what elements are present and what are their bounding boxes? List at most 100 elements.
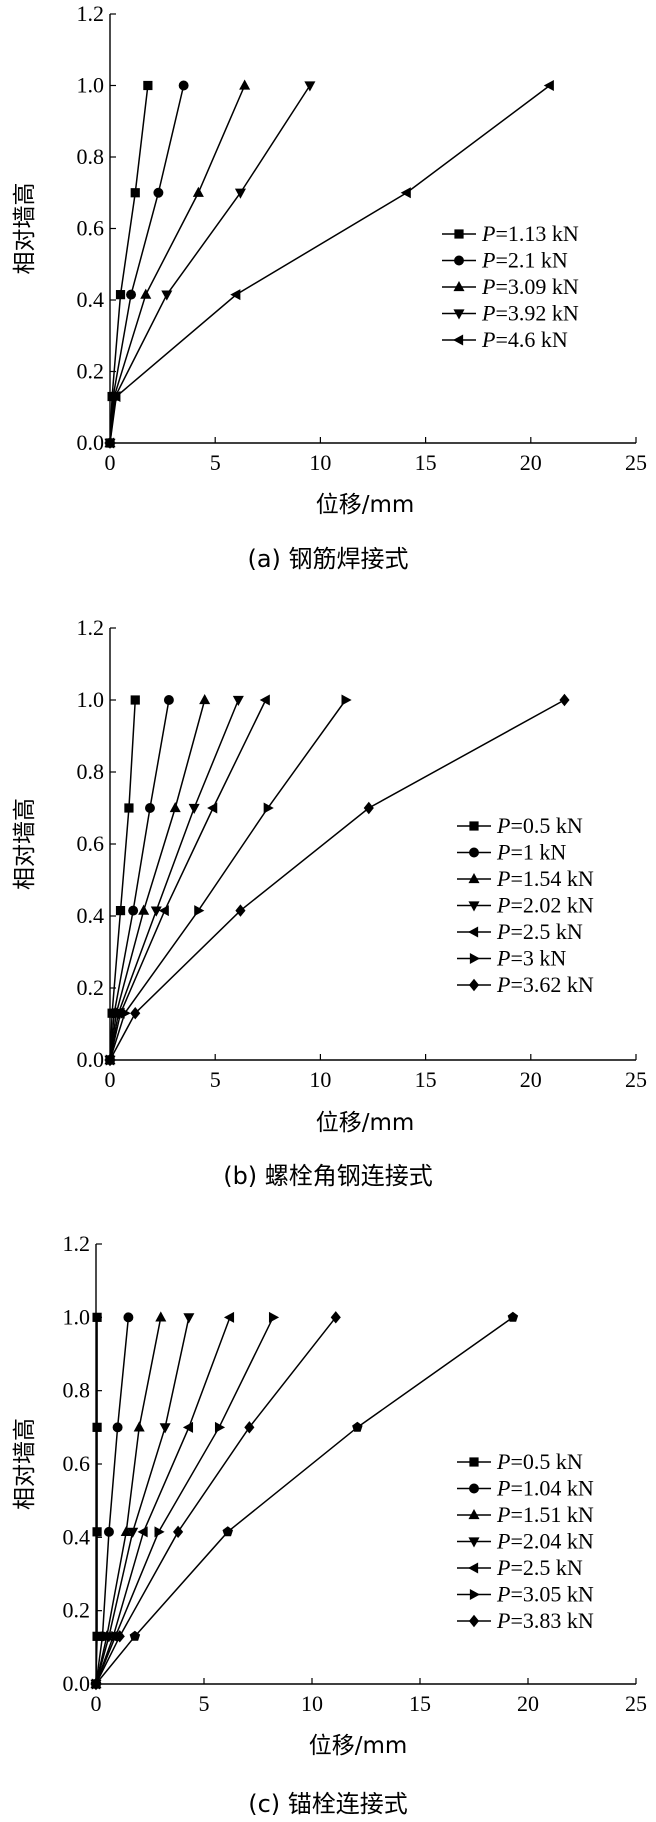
y-tick-label: 0.6 <box>63 1451 91 1476</box>
data-point <box>123 1312 134 1323</box>
data-point <box>150 906 162 917</box>
data-point <box>115 906 126 916</box>
data-point <box>140 288 152 299</box>
y-tick-label: 0.2 <box>63 1598 91 1623</box>
x-tick-label: 25 <box>625 1067 647 1092</box>
series-line <box>95 1317 231 1685</box>
data-point <box>178 80 189 91</box>
y-tick-label: 1.2 <box>77 1 105 26</box>
series-4 <box>90 1313 195 1690</box>
x-axis-label: 位移/mm <box>316 492 415 518</box>
data-point <box>155 1311 167 1322</box>
data-point <box>138 904 150 915</box>
series-8 <box>90 1311 519 1689</box>
series-line <box>109 699 347 1061</box>
series-5 <box>104 694 270 1066</box>
legend-label: P=3.05 kN <box>496 1582 594 1607</box>
data-point <box>199 694 211 705</box>
x-tick-label: 25 <box>625 1691 647 1716</box>
data-point <box>120 1525 132 1536</box>
x-tick-label: 10 <box>309 450 331 475</box>
legend-label: P=1.13 kN <box>481 221 579 246</box>
y-tick-label: 1.0 <box>77 73 105 98</box>
data-point <box>133 1421 145 1432</box>
y-tick-label: 0.4 <box>77 287 105 312</box>
x-tick-label: 0 <box>105 450 116 475</box>
legend-marker <box>468 1562 479 1574</box>
legend-marker <box>469 1588 480 1601</box>
data-point <box>223 1311 235 1323</box>
legend-label: P=2.1 kN <box>481 248 568 273</box>
series-line <box>109 85 311 444</box>
data-point <box>183 1313 195 1324</box>
legend-marker <box>454 255 464 266</box>
data-point <box>234 188 246 199</box>
legend-label: P=3.83 kN <box>496 1608 594 1633</box>
data-point <box>268 1311 280 1323</box>
y-tick-label: 1.0 <box>77 687 105 712</box>
legend-marker <box>468 926 479 938</box>
data-point <box>207 802 218 814</box>
data-point <box>182 1421 194 1433</box>
legend-marker <box>469 847 479 858</box>
y-tick-label: 0.0 <box>77 430 105 455</box>
x-tick-label: 5 <box>210 450 221 475</box>
y-tick-label: 0.4 <box>77 903 105 928</box>
y-tick-label: 0.4 <box>63 1524 91 1549</box>
y-tick-label: 0.2 <box>77 359 105 384</box>
x-tick-label: 20 <box>520 1067 542 1092</box>
legend: P=1.13 kNP=2.1 kNP=3.09 kNP=3.92 kNP=4.6… <box>442 221 579 352</box>
data-point <box>110 391 121 403</box>
x-tick-label: 5 <box>199 1691 210 1716</box>
data-point <box>363 801 374 815</box>
series-3 <box>104 79 251 448</box>
y-axis-label: 相对墙高 <box>12 1418 38 1510</box>
data-point <box>103 1526 114 1537</box>
data-point <box>239 79 251 90</box>
panel-caption: (b) 螺栓角钢连接式 <box>223 1162 433 1190</box>
series-line <box>95 1317 162 1685</box>
series-5 <box>104 79 554 449</box>
data-point <box>507 1311 519 1322</box>
y-tick-label: 0.6 <box>77 216 105 241</box>
data-point <box>161 290 173 301</box>
x-tick-label: 25 <box>625 450 647 475</box>
y-tick-label: 0.8 <box>77 759 105 784</box>
x-axis-label: 位移/mm <box>309 1733 408 1759</box>
x-tick-label: 0 <box>105 1067 116 1092</box>
chart-panel-1: 0 5 10 15 20 25 0.0 0.2 0.4 0.6 0.8 1.0 1.2 位移/mm 相对墙高… <box>12 1 647 573</box>
y-tick-label: 0.8 <box>63 1378 91 1403</box>
data-point <box>143 80 153 91</box>
legend-label: P=2.04 kN <box>496 1529 594 1554</box>
data-point <box>92 1312 102 1322</box>
legend-marker <box>468 978 480 992</box>
data-point <box>230 289 241 301</box>
data-point <box>192 186 204 197</box>
y-tick-label: 1.2 <box>63 1231 91 1256</box>
x-tick-label: 20 <box>517 1691 539 1716</box>
legend-marker <box>468 1537 480 1548</box>
data-point <box>163 695 174 705</box>
data-point <box>214 1421 226 1433</box>
legend: P=0.5 kNP=1 kNP=1.54 kNP=2.02 kNP=2.5 kN… <box>457 813 594 997</box>
legend-label: P=2.5 kN <box>496 919 583 944</box>
legend-label: P=2.02 kN <box>496 893 594 918</box>
legend-marker <box>468 901 480 912</box>
data-point <box>126 289 137 300</box>
data-point <box>158 905 169 917</box>
chart-panel-3: 0 5 10 15 20 25 0.0 0.2 0.4 0.6 0.8 1.0 1.2 位移/mm 相对墙高… <box>12 1231 647 1818</box>
legend-label: P=1.04 kN <box>496 1476 594 1501</box>
series-line <box>95 1316 514 1685</box>
data-point <box>153 187 164 198</box>
x-tick-label: 10 <box>301 1691 323 1716</box>
legend-marker <box>453 309 465 320</box>
data-point <box>352 1421 363 1432</box>
legend-label: P=3 kN <box>496 946 566 971</box>
data-point <box>130 188 140 198</box>
series-line <box>95 1316 337 1685</box>
data-point <box>127 1527 139 1538</box>
y-axis-label: 相对墙高 <box>12 183 38 275</box>
legend-label: P=3.62 kN <box>496 972 594 997</box>
data-point <box>159 1423 171 1434</box>
